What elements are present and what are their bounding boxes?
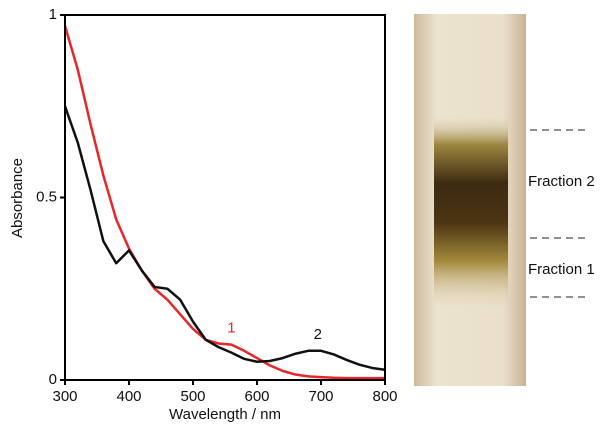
series-line xyxy=(63,25,385,380)
plot-frame xyxy=(64,14,386,381)
plot: 300 400 500 600 700 800 0 0.5 1 1 2 xyxy=(36,6,397,405)
series-line xyxy=(63,105,386,372)
y-tick-label: 1 xyxy=(49,6,57,23)
series-label: 1 xyxy=(227,320,235,337)
photo: Fraction 2 Fraction 1 xyxy=(414,14,595,386)
x-axis-label: Wavelength / nm xyxy=(169,406,281,423)
y-tick-label: 0 xyxy=(49,371,57,388)
fraction-label: Fraction 2 xyxy=(528,173,595,190)
x-tick-label: 800 xyxy=(372,388,397,405)
y-tick-label: 0.5 xyxy=(36,188,57,205)
x-tick-label: 600 xyxy=(244,388,269,405)
x-tick-label: 300 xyxy=(52,388,77,405)
fraction-label: Fraction 1 xyxy=(528,261,595,278)
band xyxy=(434,115,508,310)
x-tick-label: 700 xyxy=(308,388,333,405)
x-tick-label: 500 xyxy=(180,388,205,405)
x-tick-label: 400 xyxy=(116,388,141,405)
series-label: 2 xyxy=(314,326,322,343)
y-axis-label: Absorbance xyxy=(9,158,26,238)
